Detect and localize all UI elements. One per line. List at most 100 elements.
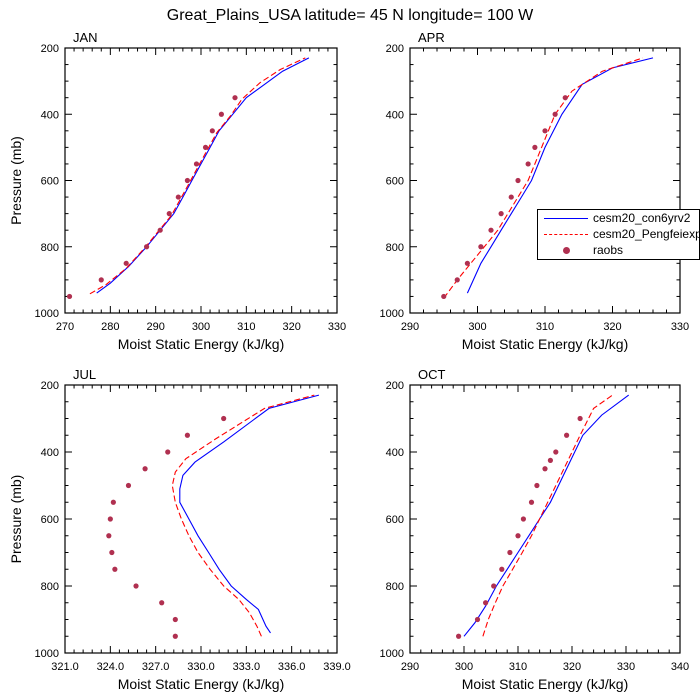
obs-point bbox=[474, 616, 481, 623]
obs-point bbox=[515, 533, 521, 539]
series-line-pengfeiexp8 bbox=[482, 394, 613, 637]
obs-point bbox=[112, 566, 118, 572]
legend-label: cesm20_con6yrv2 bbox=[593, 211, 691, 225]
obs-point bbox=[441, 293, 447, 300]
x-tick-label: 340 bbox=[671, 661, 689, 673]
y-tick-label: 400 bbox=[386, 447, 404, 459]
y-axis-label: Pressure (mb) bbox=[8, 475, 24, 564]
y-tick-label: 1000 bbox=[380, 308, 404, 320]
y-tick-label: 400 bbox=[386, 109, 404, 121]
x-tick-label: 290 bbox=[401, 661, 419, 673]
y-tick-label: 1000 bbox=[35, 648, 59, 660]
obs-point bbox=[542, 466, 548, 472]
obs-point bbox=[508, 194, 514, 200]
obs-point bbox=[507, 549, 513, 556]
obs-point bbox=[532, 144, 538, 150]
y-axis-label: Pressure (mb) bbox=[8, 136, 24, 225]
obs-point bbox=[109, 549, 115, 556]
y-tick-label: 800 bbox=[41, 242, 59, 254]
y-tick-label: 600 bbox=[386, 176, 404, 188]
obs-point bbox=[553, 449, 559, 455]
legend-item-model1: cesm20_con6yrv2 bbox=[538, 211, 699, 227]
x-tick-label: 327.0 bbox=[142, 661, 170, 673]
obs-point bbox=[525, 161, 531, 167]
obs-point bbox=[107, 516, 113, 522]
x-axis-label: Moist Static Energy (kJ/kg) bbox=[462, 336, 629, 352]
obs-point bbox=[165, 449, 171, 455]
x-tick-label: 300 bbox=[192, 321, 210, 333]
x-tick-label: 333.0 bbox=[233, 661, 261, 673]
obs-point bbox=[456, 633, 462, 639]
series-line-pengfeiexp8 bbox=[443, 57, 644, 299]
legend: cesm20_con6yrv2 cesm20_Pengfeiexp8 raobs bbox=[537, 209, 700, 260]
x-tick-label: 321.0 bbox=[51, 661, 79, 673]
obs-point bbox=[123, 260, 129, 266]
series-line-pengfeiexp8 bbox=[171, 394, 315, 637]
obs-point bbox=[110, 499, 116, 505]
obs-point bbox=[106, 533, 112, 539]
obs-point bbox=[144, 244, 150, 250]
obs-point bbox=[142, 466, 148, 472]
obs-point bbox=[488, 227, 494, 233]
y-tick-label: 800 bbox=[41, 581, 59, 593]
legend-swatch-dot bbox=[563, 247, 570, 254]
obs-point bbox=[184, 177, 190, 184]
y-tick-label: 1000 bbox=[35, 308, 59, 320]
y-tick-label: 600 bbox=[41, 514, 59, 526]
y-tick-label: 800 bbox=[386, 242, 404, 254]
obs-point bbox=[498, 211, 504, 217]
legend-item-model2: cesm20_Pengfeiexp8 bbox=[538, 227, 699, 243]
obs-point bbox=[483, 600, 489, 606]
obs-point bbox=[464, 260, 470, 266]
legend-swatch-dashed bbox=[544, 234, 588, 235]
obs-point bbox=[218, 111, 224, 117]
obs-point bbox=[202, 144, 209, 150]
x-tick-label: 330.0 bbox=[187, 661, 215, 673]
series-line-con6yrv2 bbox=[463, 394, 630, 637]
obs-point bbox=[193, 161, 200, 167]
series-line-con6yrv2 bbox=[179, 394, 320, 634]
legend-swatch-solid bbox=[544, 218, 588, 219]
obs-point bbox=[66, 293, 73, 300]
obs-point bbox=[175, 194, 181, 200]
obs-point bbox=[478, 244, 484, 250]
obs-point bbox=[552, 111, 558, 117]
y-tick-label: 400 bbox=[41, 109, 59, 121]
legend-label: raobs bbox=[593, 243, 624, 257]
y-tick-label: 200 bbox=[386, 380, 404, 392]
obs-point bbox=[157, 227, 163, 233]
obs-point bbox=[221, 415, 227, 422]
x-tick-label: 320 bbox=[603, 321, 621, 333]
legend-item-obs: raobs bbox=[538, 243, 699, 259]
x-tick-label: 310 bbox=[237, 321, 255, 333]
figure-title: Great_Plains_USA latitude= 45 N longitud… bbox=[167, 7, 534, 24]
y-tick-label: 800 bbox=[386, 581, 404, 593]
x-tick-label: 300 bbox=[455, 661, 473, 673]
y-tick-label: 200 bbox=[41, 380, 59, 392]
x-axis-label: Moist Static Energy (kJ/kg) bbox=[462, 676, 629, 692]
x-axis-label: Moist Static Energy (kJ/kg) bbox=[118, 336, 285, 352]
obs-point bbox=[133, 583, 139, 589]
series-line-pengfeiexp8 bbox=[89, 57, 306, 295]
obs-point bbox=[520, 516, 527, 522]
x-tick-label: 339.0 bbox=[323, 661, 351, 673]
panel-label: JAN bbox=[73, 30, 98, 45]
obs-point bbox=[172, 633, 178, 639]
y-tick-label: 600 bbox=[41, 176, 59, 188]
obs-point bbox=[577, 415, 583, 422]
x-tick-label: 280 bbox=[101, 321, 119, 333]
obs-point bbox=[547, 457, 554, 463]
y-tick-label: 600 bbox=[386, 514, 404, 526]
x-tick-label: 290 bbox=[146, 321, 164, 333]
x-tick-label: 324.0 bbox=[97, 661, 125, 673]
obs-point bbox=[562, 95, 568, 101]
obs-point bbox=[184, 432, 190, 438]
x-tick-label: 310 bbox=[536, 321, 554, 333]
obs-point bbox=[491, 583, 497, 589]
y-tick-label: 400 bbox=[41, 447, 59, 459]
x-tick-label: 290 bbox=[401, 321, 419, 333]
x-tick-label: 310 bbox=[509, 661, 527, 673]
obs-point bbox=[209, 128, 215, 134]
x-tick-label: 300 bbox=[468, 321, 486, 333]
